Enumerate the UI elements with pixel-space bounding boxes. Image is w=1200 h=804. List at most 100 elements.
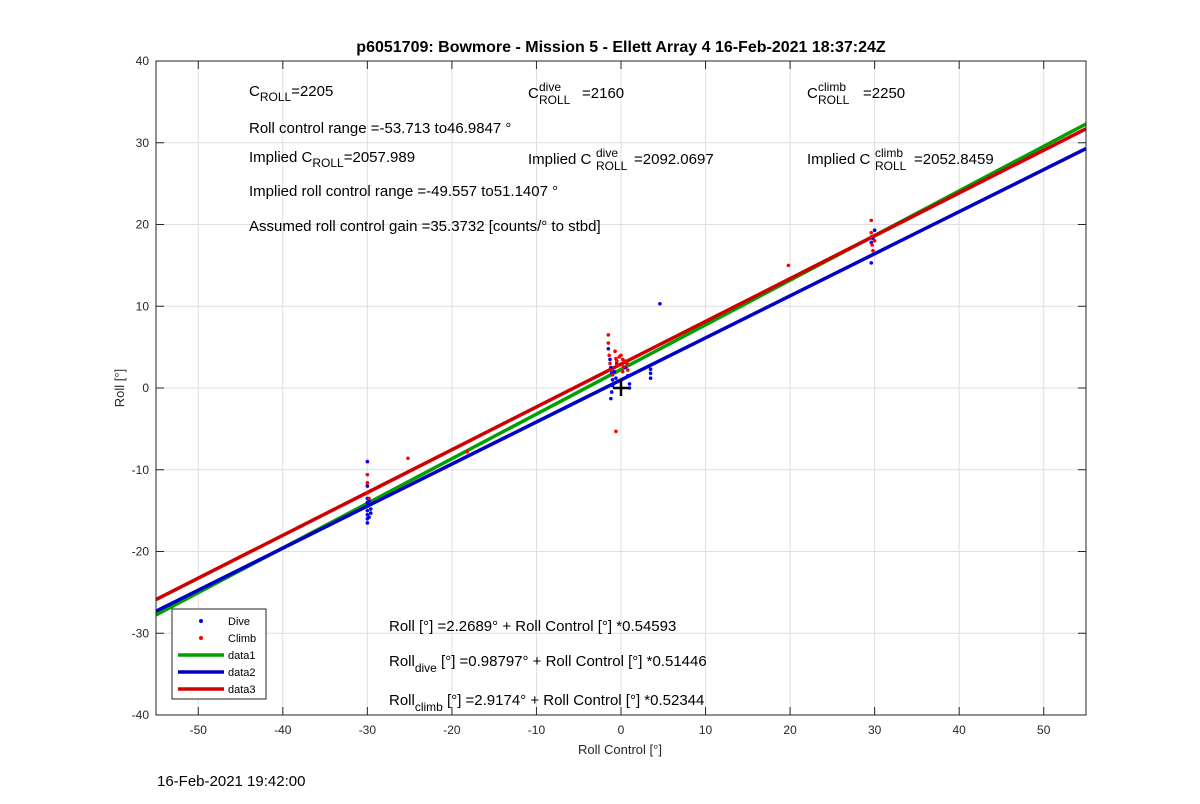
chart-title: p6051709: Bowmore - Mission 5 - Ellett A… (356, 39, 886, 56)
point-dive (610, 378, 615, 382)
point-climb (365, 490, 370, 495)
point-climb (869, 230, 874, 235)
point-climb (625, 368, 630, 372)
x-tick-label: -10 (528, 723, 546, 737)
x-tick-label: -20 (443, 723, 461, 737)
point-dive (648, 371, 653, 376)
y-axis-label: Roll [°] (112, 369, 127, 407)
point-climb (406, 456, 410, 461)
point-dive (614, 376, 618, 380)
point-climb (869, 234, 874, 239)
legend-marker-dive (199, 619, 203, 623)
implied-c-roll-climb-sup: climb (875, 146, 903, 160)
point-dive (365, 521, 370, 525)
implied-c-roll: Implied CROLL=2057.989 (249, 149, 415, 170)
legend-label-climb: Climb (228, 633, 256, 645)
y-tick-label: -20 (132, 545, 150, 559)
implied-c-roll-climb-sub: ROLL (875, 159, 907, 173)
point-dive (612, 369, 617, 374)
legend-label-data1: data1 (228, 650, 256, 662)
fit-lines (155, 122, 1087, 617)
point-dive (368, 511, 373, 515)
point-dive (365, 484, 370, 488)
point-dive (365, 504, 370, 509)
point-dive (609, 390, 614, 394)
x-tick-label: 50 (1037, 723, 1051, 737)
y-tick-label: 40 (136, 54, 150, 68)
c-roll-dive-sub: ROLL (539, 93, 571, 107)
y-tick-label: -40 (132, 708, 150, 722)
point-climb (465, 449, 469, 454)
point-dive (648, 376, 653, 380)
y-tick-label: 0 (142, 381, 149, 395)
y-tick-label: -30 (132, 626, 150, 640)
point-dive (610, 383, 615, 388)
point-climb (365, 481, 370, 485)
point-climb (613, 349, 617, 354)
point-climb (606, 341, 611, 345)
point-dive (368, 507, 373, 511)
x-tick-label: -30 (359, 723, 377, 737)
point-dive (608, 357, 612, 362)
c-roll-climb-value: =2250 (863, 85, 905, 102)
point-climb (367, 496, 371, 501)
y-tick-label: 10 (136, 299, 150, 313)
point-climb (786, 263, 791, 268)
point-climb (607, 353, 611, 358)
legend-marker-climb (199, 636, 203, 640)
c-roll-dive-sup: dive (539, 80, 561, 94)
point-climb (365, 472, 370, 477)
implied-c-roll-climb: Implied C (807, 151, 871, 168)
x-tick-label: 40 (953, 723, 967, 737)
point-dive (367, 515, 371, 519)
assumed-gain: Assumed roll control gain =35.3732 [coun… (249, 218, 601, 235)
point-climb (871, 248, 875, 253)
y-tick-label: -10 (132, 463, 150, 477)
x-tick-label: 0 (618, 723, 625, 737)
implied-roll-control-range: Implied roll control range =-49.557 to51… (249, 183, 558, 200)
c-roll-climb-sup: climb (818, 80, 846, 94)
point-climb (872, 239, 877, 243)
point-climb (606, 333, 611, 337)
c-roll-climb-sub: ROLL (818, 93, 850, 107)
c-roll-annotation: CROLL=2205 (249, 83, 333, 104)
legend: Dive Climb data1 data2 data3 (171, 608, 267, 700)
point-climb (610, 373, 615, 377)
roll-control-range: Roll control range =-53.713 to46.9847 ° (249, 120, 511, 137)
x-tick-label: 10 (699, 723, 713, 737)
implied-c-roll-dive: Implied C (528, 151, 592, 168)
point-dive (627, 382, 632, 386)
implied-c-roll-dive-sup: dive (596, 146, 618, 160)
y-tick-labels: -40 -30 -20 -10 0 10 20 30 40 (132, 54, 150, 722)
c-roll-climb-annotation: C (807, 85, 818, 102)
point-dive (365, 459, 370, 464)
data-points (365, 218, 877, 525)
c-roll-dive-value: =2160 (582, 85, 624, 102)
point-dive (658, 301, 662, 306)
point-dive (609, 396, 613, 401)
implied-c-roll-dive-value: =2092.0697 (634, 151, 714, 168)
fit-all-equation: Roll [°] =2.2689° + Roll Control [°] *0.… (389, 618, 676, 635)
point-dive (869, 261, 874, 265)
point-climb (620, 369, 625, 374)
axes-box (155, 60, 1087, 716)
legend-label-data3: data3 (228, 684, 256, 696)
point-dive (648, 367, 653, 371)
point-dive (365, 508, 370, 513)
origin-marker (613, 380, 629, 396)
point-climb (615, 363, 620, 367)
x-tick-label: 20 (783, 723, 797, 737)
point-climb (608, 361, 612, 366)
fit-climb-equation: Rollclimb [°] =2.9174° + Roll Control [°… (389, 692, 704, 714)
x-tick-label: 30 (868, 723, 882, 737)
y-tick-label: 20 (136, 218, 150, 232)
point-dive (872, 228, 877, 233)
fit-dive-equation: Rolldive [°] =0.98797° + Roll Control [°… (389, 653, 707, 675)
point-climb (869, 218, 874, 223)
point-climb (625, 361, 629, 366)
x-axis-label: Roll Control [°] (578, 742, 662, 757)
fit-line-data3 (155, 127, 1087, 602)
point-dive (625, 373, 630, 378)
point-climb (870, 243, 874, 247)
